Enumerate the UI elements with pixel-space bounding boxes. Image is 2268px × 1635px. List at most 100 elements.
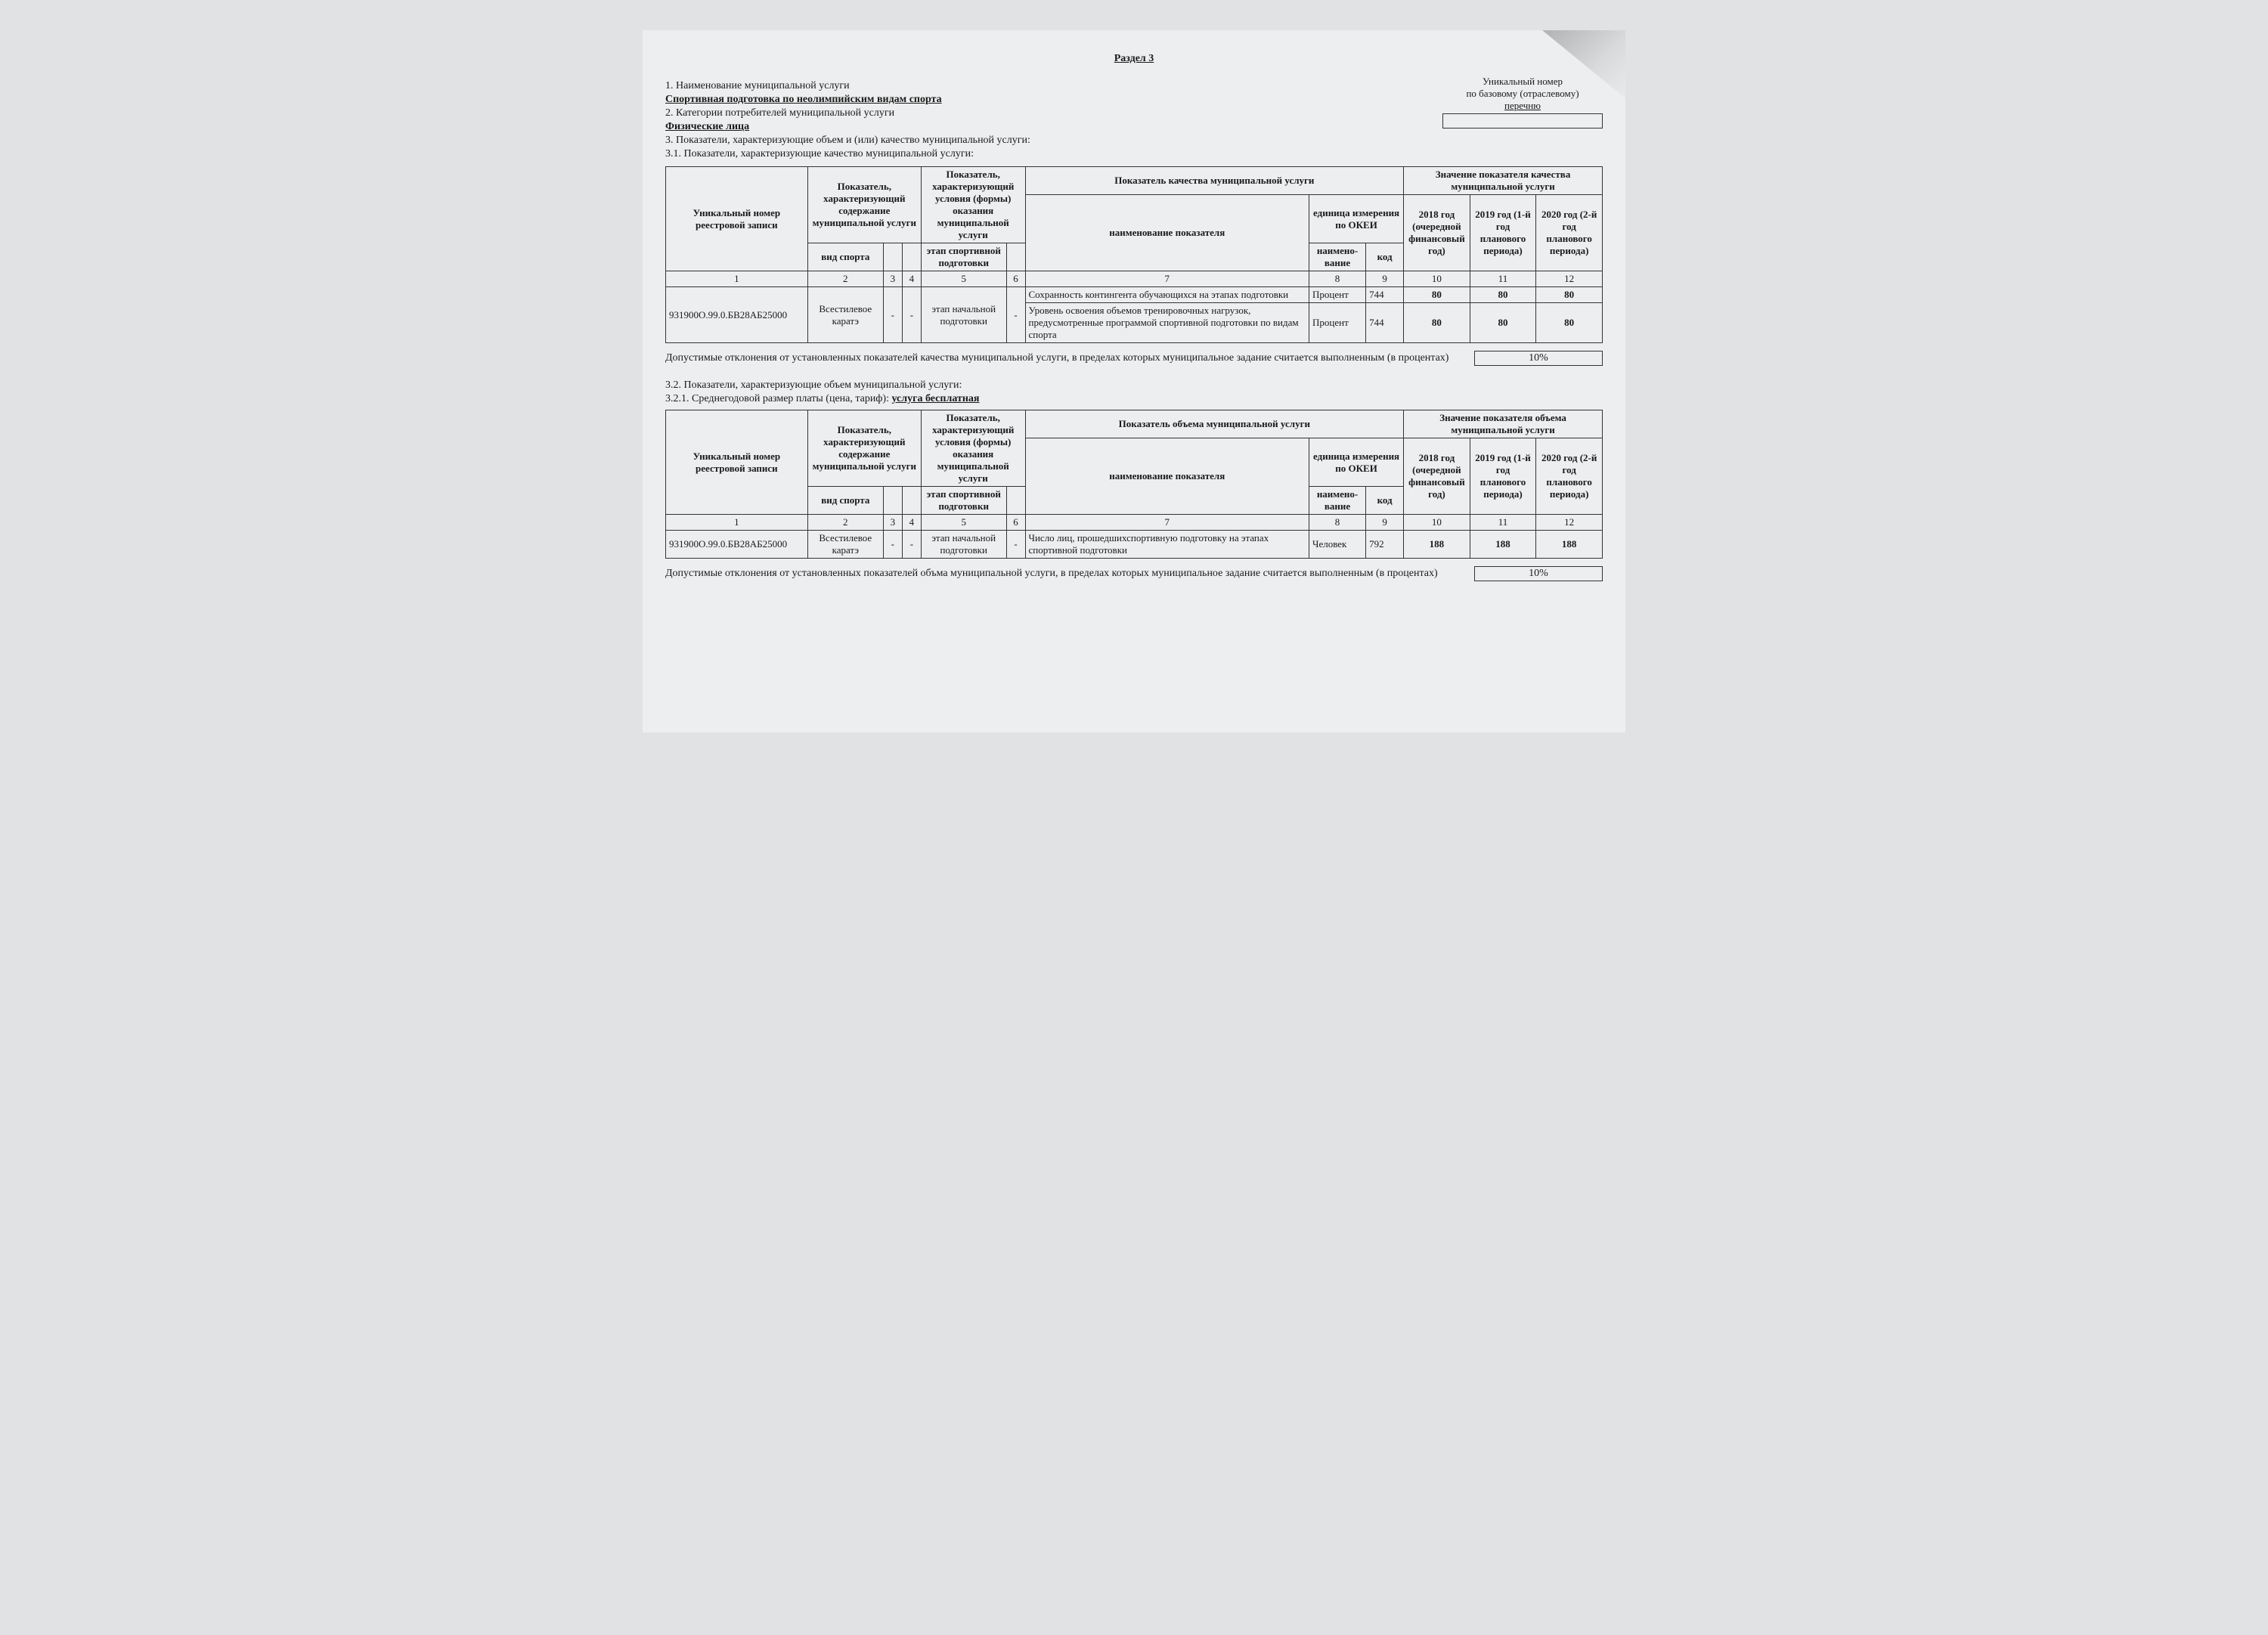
deviation-text: Допустимые отклонения от установленных п…	[665, 568, 1438, 580]
th-content: Показатель, характеризующий содержание м…	[807, 167, 921, 243]
th-year3: 2020 год (2-й год планового периода)	[1536, 438, 1603, 515]
th-year3: 2020 год (2-й год планового периода)	[1536, 195, 1603, 271]
td-num: 4	[902, 515, 921, 531]
line-3-1: 3.1. Показатели, характеризующие качеств…	[665, 148, 1442, 160]
td-dash: -	[902, 287, 921, 343]
header-block: 1. Наименование муниципальной услуги Спо…	[665, 79, 1603, 162]
th-blank	[883, 243, 902, 271]
th-name: наименование показателя	[1025, 195, 1309, 271]
line-3-2-1: 3.2.1. Среднегодовой размер платы (цена,…	[665, 393, 1603, 405]
td-num: 2	[807, 515, 883, 531]
th-blank	[883, 487, 902, 515]
unique-number-field	[1442, 113, 1603, 129]
th-blank	[1006, 243, 1025, 271]
th-conditions: Показатель, характеризующий условия (фор…	[921, 410, 1025, 487]
td-val: 80	[1470, 303, 1536, 343]
th-volume: Показатель объема муниципальной услуги	[1025, 410, 1404, 438]
deviation-row-1: Допустимые отклонения от установленных п…	[665, 351, 1603, 366]
td-stage: этап начальной подготовки	[921, 531, 1006, 559]
td-num: 2	[807, 271, 883, 287]
td-val: 80	[1404, 303, 1470, 343]
deviation-text: Допустимые отклонения от установленных п…	[665, 352, 1448, 364]
td-val: 80	[1470, 287, 1536, 303]
td-code: 792	[1366, 531, 1404, 559]
th-values: Значение показателя объема муниципальной…	[1404, 410, 1603, 438]
consumers: Физические лица	[665, 121, 1442, 133]
deviation-row-2: Допустимые отклонения от установленных п…	[665, 566, 1603, 581]
th-unit-name: наимено­вание	[1309, 243, 1366, 271]
table-row: 931900О.99.0.БВ28АБ25000 Всестилевое кар…	[666, 531, 1603, 559]
td-num: 11	[1470, 271, 1536, 287]
table-row: Уникальный номер реестровой записи Показ…	[666, 167, 1603, 195]
td-num: 12	[1536, 515, 1603, 531]
th-unit-name: наимено­вание	[1309, 487, 1366, 515]
th-year1: 2018 год (очеред­ной финан­совый год)	[1404, 438, 1470, 515]
td-num: 10	[1404, 271, 1470, 287]
th-year2: 2019 год (1-й год планового периода)	[1470, 438, 1536, 515]
td-num: 12	[1536, 271, 1603, 287]
td-val: 80	[1404, 287, 1470, 303]
td-val: 188	[1404, 531, 1470, 559]
td-indicator: Уровень освоения объемов тренировочных н…	[1025, 303, 1309, 343]
td-unit: Процент	[1309, 287, 1366, 303]
td-num: 8	[1309, 515, 1366, 531]
td-code: 744	[1366, 287, 1404, 303]
table-row: 931900О.99.0.БВ28АБ25000 Всестилевое кар…	[666, 287, 1603, 303]
td-num: 9	[1366, 515, 1404, 531]
th-conditions: Показатель, характеризующий условия (фор…	[921, 167, 1025, 243]
td-dash: -	[902, 531, 921, 559]
th-content: Показатель, характеризующий содержание м…	[807, 410, 921, 487]
td-num: 5	[921, 515, 1006, 531]
th-unit: единица измерения по ОКЕИ	[1309, 195, 1404, 243]
td-num: 11	[1470, 515, 1536, 531]
th-blank	[902, 243, 921, 271]
deviation-value: 10%	[1474, 566, 1603, 581]
td-val: 80	[1536, 303, 1603, 343]
price-value: услуга бесплатная	[891, 393, 979, 404]
line-3-2: 3.2. Показатели, характеризующие объем м…	[665, 379, 1603, 392]
unique-number-l1: Уникальный номер	[1442, 76, 1603, 88]
td-num: 3	[883, 515, 902, 531]
table-row: 1 2 3 4 5 6 7 8 9 10 11 12	[666, 271, 1603, 287]
th-quality: Показатель качества муниципальной услуги	[1025, 167, 1404, 195]
th-sport: вид спорта	[807, 487, 883, 515]
td-num: 10	[1404, 515, 1470, 531]
td-stage: этап начальной подготовки	[921, 287, 1006, 343]
td-unit: Человек	[1309, 531, 1366, 559]
deviation-value: 10%	[1474, 351, 1603, 366]
td-num: 4	[902, 271, 921, 287]
quality-table: Уникальный номер реестровой записи Показ…	[665, 166, 1603, 343]
price-label: 3.2.1. Среднегодовой размер платы (цена,…	[665, 393, 891, 404]
td-val: 188	[1470, 531, 1536, 559]
line-2-label: 2. Категории потребителей муниципальной …	[665, 107, 1442, 119]
td-unit: Процент	[1309, 303, 1366, 343]
table-row: Уникальный номер реестровой записи Показ…	[666, 410, 1603, 438]
td-sport: Всестилевое каратэ	[807, 287, 883, 343]
th-year2: 2019 год (1-й год планового периода)	[1470, 195, 1536, 271]
td-indicator: Число лиц, прошедшихспортивную подготовк…	[1025, 531, 1309, 559]
td-val: 80	[1536, 287, 1603, 303]
td-num: 1	[666, 271, 808, 287]
td-dash: -	[1006, 287, 1025, 343]
td-code: 744	[1366, 303, 1404, 343]
th-unit-code: код	[1366, 243, 1404, 271]
td-sport: Всестилевое каратэ	[807, 531, 883, 559]
td-indicator: Сохранность контингента обучающихся на э…	[1025, 287, 1309, 303]
line-1-label: 1. Наименование муниципальной услуги	[665, 80, 1442, 92]
td-num: 7	[1025, 515, 1309, 531]
service-name: Спортивная подготовка по неолимпийским в…	[665, 94, 1442, 106]
th-name: наименование показателя	[1025, 438, 1309, 515]
th-values: Значение показателя качества муниципальн…	[1404, 167, 1603, 195]
line-3: 3. Показатели, характеризующие объем и (…	[665, 135, 1442, 147]
th-blank	[1006, 487, 1025, 515]
th-unique: Уникальный номер реестровой записи	[666, 167, 808, 271]
td-num: 6	[1006, 515, 1025, 531]
th-unique: Уникальный номер реестровой записи	[666, 410, 808, 515]
th-stage: этап спортивной подготовки	[921, 243, 1006, 271]
td-dash: -	[883, 287, 902, 343]
td-num: 8	[1309, 271, 1366, 287]
th-year1: 2018 год (очеред­ной финан­совый год)	[1404, 195, 1470, 271]
td-val: 188	[1536, 531, 1603, 559]
volume-table: Уникальный номер реестровой записи Показ…	[665, 410, 1603, 559]
th-stage: этап спортивной подготовки	[921, 487, 1006, 515]
